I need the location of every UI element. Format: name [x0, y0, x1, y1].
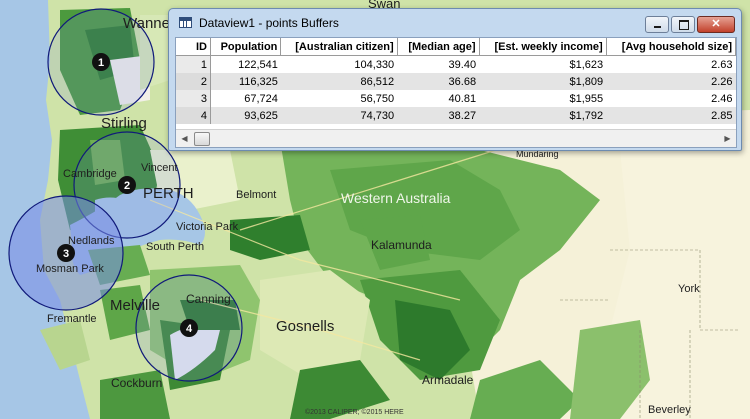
cell-population[interactable]: 116,325	[210, 73, 281, 90]
buffer-point-4[interactable]	[180, 319, 198, 337]
cell-id[interactable]: 3	[176, 90, 211, 107]
place-gosnells: Gosnells	[276, 318, 334, 335]
cell-household-size[interactable]: 2.63	[606, 55, 736, 73]
cell-household-size[interactable]: 2.85	[606, 107, 736, 124]
column-header-household-size[interactable]: [Avg household size]	[606, 38, 737, 56]
buffer-point-2[interactable]	[118, 176, 136, 194]
buffer-label-3: 3	[63, 248, 69, 260]
scrollbar-thumb[interactable]	[194, 132, 210, 146]
cell-id[interactable]: 4	[176, 107, 211, 124]
scroll-left-arrow-icon[interactable]: ◀	[181, 134, 188, 143]
maximize-button[interactable]	[671, 16, 695, 33]
dataview-window[interactable]: Dataview1 - points Buffers ID Population…	[168, 8, 742, 151]
cell-household-size[interactable]: 2.26	[606, 73, 736, 90]
table-row[interactable]: 1 122,541 104,330 39.40 $1,623 2.63	[176, 55, 736, 73]
map-copyright: ©2013 CALIPER; ©2015 HERE	[305, 408, 404, 416]
cell-population[interactable]: 67,724	[210, 90, 281, 107]
cell-weekly-income[interactable]: $1,809	[479, 73, 607, 90]
buffer-label-2: 2	[124, 180, 130, 192]
dataview-titlebar[interactable]: Dataview1 - points Buffers	[169, 9, 741, 37]
dataview-grid[interactable]: ID Population [Australian citizen] [Medi…	[175, 37, 737, 148]
buffer-point-1[interactable]	[92, 53, 110, 71]
scroll-right-arrow-icon[interactable]: ▶	[724, 134, 731, 143]
cell-median-age[interactable]: 40.81	[397, 90, 480, 107]
cell-australian-citizen[interactable]: 74,730	[280, 107, 398, 124]
buffer-label-1: 1	[98, 57, 104, 69]
table-row[interactable]: 4 93,625 74,730 38.27 $1,792 2.85	[176, 107, 736, 124]
buffer-label-4: 4	[186, 323, 193, 335]
place-canning: Canning	[186, 292, 231, 306]
place-swan: Swan	[368, 0, 401, 11]
place-belmont: Belmont	[236, 189, 276, 201]
table-row[interactable]: 3 67,724 56,750 40.81 $1,955 2.46	[176, 90, 736, 107]
cell-weekly-income[interactable]: $1,623	[479, 55, 607, 73]
cell-australian-citizen[interactable]: 104,330	[280, 55, 398, 73]
cell-id[interactable]: 2	[176, 73, 211, 90]
dataview-table-icon	[179, 17, 192, 28]
cell-population[interactable]: 122,541	[210, 55, 281, 73]
cell-median-age[interactable]: 38.27	[397, 107, 480, 124]
column-header-weekly-income[interactable]: [Est. weekly income]	[479, 38, 607, 56]
cell-median-age[interactable]: 36.68	[397, 73, 480, 90]
place-beverley: Beverley	[648, 404, 691, 416]
place-victoria-park: Victoria Park	[176, 221, 239, 233]
horizontal-scrollbar[interactable]: ◀ ▶	[176, 129, 736, 147]
column-header-id[interactable]: ID	[176, 38, 211, 56]
dataview-title: Dataview1 - points Buffers	[199, 16, 339, 30]
cell-weekly-income[interactable]: $1,792	[479, 107, 607, 124]
cell-weekly-income[interactable]: $1,955	[479, 90, 607, 107]
cell-household-size[interactable]: 2.46	[606, 90, 736, 107]
cell-australian-citizen[interactable]: 56,750	[280, 90, 398, 107]
cell-population[interactable]: 93,625	[210, 107, 281, 124]
column-header-median-age[interactable]: [Median age]	[397, 38, 480, 56]
place-nedlands: Nedlands	[68, 235, 115, 247]
minimize-button[interactable]	[645, 16, 669, 33]
place-western-australia: Western Australia	[341, 190, 451, 206]
cell-australian-citizen[interactable]: 86,512	[280, 73, 398, 90]
dataview-table: ID Population [Australian citizen] [Medi…	[176, 38, 737, 124]
buffer-point-3[interactable]	[57, 244, 75, 262]
place-cockburn: Cockburn	[111, 376, 162, 390]
table-row[interactable]: 2 116,325 86,512 36.68 $1,809 2.26	[176, 73, 736, 90]
place-mundaring: Mundaring	[516, 149, 559, 159]
place-south-perth: South Perth	[146, 241, 204, 253]
place-stirling: Stirling	[101, 115, 147, 132]
place-kalamunda: Kalamunda	[371, 238, 432, 252]
place-armadale: Armadale	[422, 373, 474, 387]
place-fremantle: Fremantle	[47, 313, 97, 325]
column-header-population[interactable]: Population	[210, 38, 282, 56]
place-cambridge: Cambridge	[63, 168, 117, 180]
cell-id[interactable]: 1	[176, 55, 211, 73]
place-mosman-park: Mosman Park	[36, 263, 104, 275]
cell-median-age[interactable]: 39.40	[397, 55, 480, 73]
place-vincent: Vincent	[141, 162, 178, 174]
place-perth: PERTH	[143, 185, 194, 202]
close-button[interactable]	[697, 16, 735, 33]
column-header-australian-citizen[interactable]: [Australian citizen]	[280, 38, 398, 56]
place-york: York	[678, 283, 700, 295]
place-melville: Melville	[110, 297, 160, 314]
